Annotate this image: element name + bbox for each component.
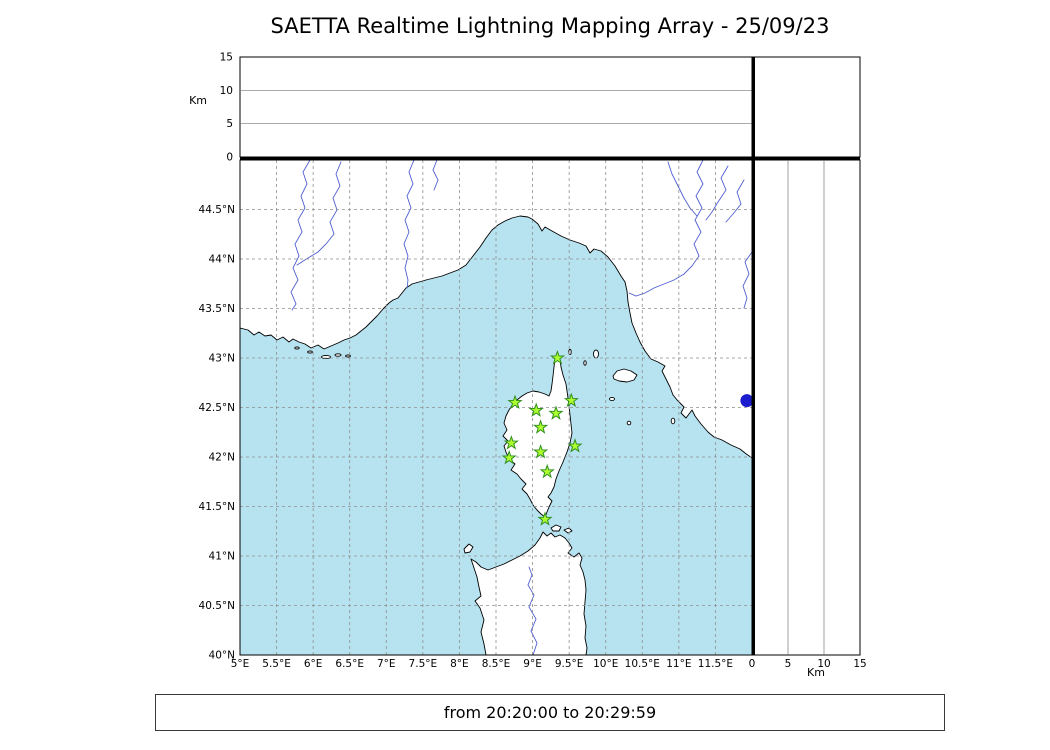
station-marker xyxy=(548,405,564,420)
longitude-labels: 5°E 5.5°E 6°E 6.5°E 7°E 7.5°E 8°E 8.5°E 9°E 9.5°E… xyxy=(231,658,733,670)
station-marker xyxy=(507,394,523,410)
lon-tick-label: 8°E xyxy=(450,658,469,670)
lon-tick-label: 6.5°E xyxy=(335,658,364,670)
station-marker xyxy=(567,438,583,453)
island-porquerolles xyxy=(321,354,331,360)
island-maddalena xyxy=(550,524,562,532)
island-caprera xyxy=(563,527,573,534)
station-marker xyxy=(539,463,555,479)
km-tick-label: 0 xyxy=(226,152,233,164)
island-montecristo xyxy=(626,420,632,426)
island-speck xyxy=(583,360,587,366)
map-gridlines xyxy=(240,160,752,655)
lat-tick-label: 42.5°N xyxy=(199,402,235,414)
lon-tick-label: 7.5°E xyxy=(409,658,438,670)
river-small xyxy=(432,160,439,191)
altitude-latitude-panel: 0 5 10 15 Km xyxy=(749,159,867,679)
lat-tick-label: 40.5°N xyxy=(199,600,235,612)
km-tick-label: 15 xyxy=(220,52,233,64)
lon-tick-label: 5°E xyxy=(231,658,250,670)
km-tick-label: 10 xyxy=(220,85,233,97)
island-levant xyxy=(345,354,351,358)
island-riou xyxy=(307,350,313,354)
altitude-axis-label: Km xyxy=(189,94,207,107)
lon-tick-label: 5.5°E xyxy=(262,658,291,670)
lat-tick-label: 41°N xyxy=(209,551,235,563)
lon-tick-label: 11.5°E xyxy=(698,658,733,670)
lat-tick-label: 44.5°N xyxy=(199,204,235,216)
km-tick-label: 5 xyxy=(226,118,233,130)
lon-tick-label: 6°E xyxy=(304,658,323,670)
island-elba xyxy=(612,368,638,383)
river-arno-branch3 xyxy=(725,179,745,223)
time-range-box: from 20:20:00 to 20:29:59 xyxy=(155,694,945,731)
coast-mainland-france-italy xyxy=(240,160,752,459)
station-marker xyxy=(532,419,549,434)
river-coghinas xyxy=(527,566,538,655)
island-corsica xyxy=(502,354,573,518)
station-markers xyxy=(501,349,583,526)
river-arno-branch2 xyxy=(705,165,729,221)
altitude-axis-label-bottom: Km xyxy=(807,666,825,679)
altitude-panel-frame xyxy=(239,56,753,158)
lon-tick-label: 8.5°E xyxy=(482,658,511,670)
lat-tick-label: 42°N xyxy=(209,452,235,464)
river-arno xyxy=(628,160,704,297)
landmasses xyxy=(240,160,752,655)
lat-tick-label: 44°N xyxy=(209,254,235,266)
rivers xyxy=(290,160,752,655)
river-rhone xyxy=(290,160,311,311)
island-frioul xyxy=(294,346,300,350)
altitude-longitude-panel: 0 5 10 15 Km xyxy=(189,52,753,164)
station-marker xyxy=(503,435,519,450)
island-pianosa xyxy=(609,396,615,402)
station-marker xyxy=(549,349,566,365)
km-tick-label: 10 xyxy=(817,658,830,670)
map-panel: 5°E 5.5°E 6°E 6.5°E 7°E 7.5°E 8°E 8.5°E 9°E 9.5°E… xyxy=(199,159,753,670)
lon-tick-label: 11°E xyxy=(666,658,691,670)
lon-tick-label: 7°E xyxy=(377,658,396,670)
lon-tick-label: 10.5°E xyxy=(625,658,660,670)
lon-tick-label: 10°E xyxy=(593,658,618,670)
corner-box xyxy=(751,56,861,158)
station-marker xyxy=(563,392,579,408)
lake-bolsena xyxy=(740,394,752,408)
station-marker xyxy=(501,449,517,465)
page-title: SAETTA Realtime Lightning Mapping Array … xyxy=(270,14,830,38)
island-asinara xyxy=(463,543,474,554)
altitude-lat-panel-frame xyxy=(751,159,861,656)
lat-tick-label: 41.5°N xyxy=(199,501,235,513)
island-sardinia xyxy=(470,531,588,655)
lon-tick-label: 9°E xyxy=(523,658,542,670)
island-port-cros xyxy=(334,353,342,357)
island-giglio xyxy=(670,417,676,425)
lon-tick-label: 9.5°E xyxy=(555,658,584,670)
lat-tick-label: 43.5°N xyxy=(199,303,235,315)
station-marker xyxy=(532,444,549,459)
time-range-text: from 20:20:00 to 20:29:59 xyxy=(443,703,657,722)
lakes xyxy=(740,394,752,408)
km-tick-label: 0 xyxy=(749,658,756,670)
km-tick-label: 5 xyxy=(785,658,792,670)
lat-tick-label: 40°N xyxy=(209,650,235,662)
station-marker xyxy=(537,511,553,526)
latitude-labels: 40°N 40.5°N 41°N 41.5°N 42°N 42.5°N 43°N 43.5°N… xyxy=(199,204,235,662)
river-var xyxy=(403,160,415,289)
island-capraia xyxy=(593,349,599,359)
km-tick-label: 15 xyxy=(853,658,866,670)
river-tiber xyxy=(742,251,752,309)
station-marker xyxy=(528,402,544,417)
lat-tick-label: 43°N xyxy=(209,353,235,365)
river-durance xyxy=(296,161,342,266)
